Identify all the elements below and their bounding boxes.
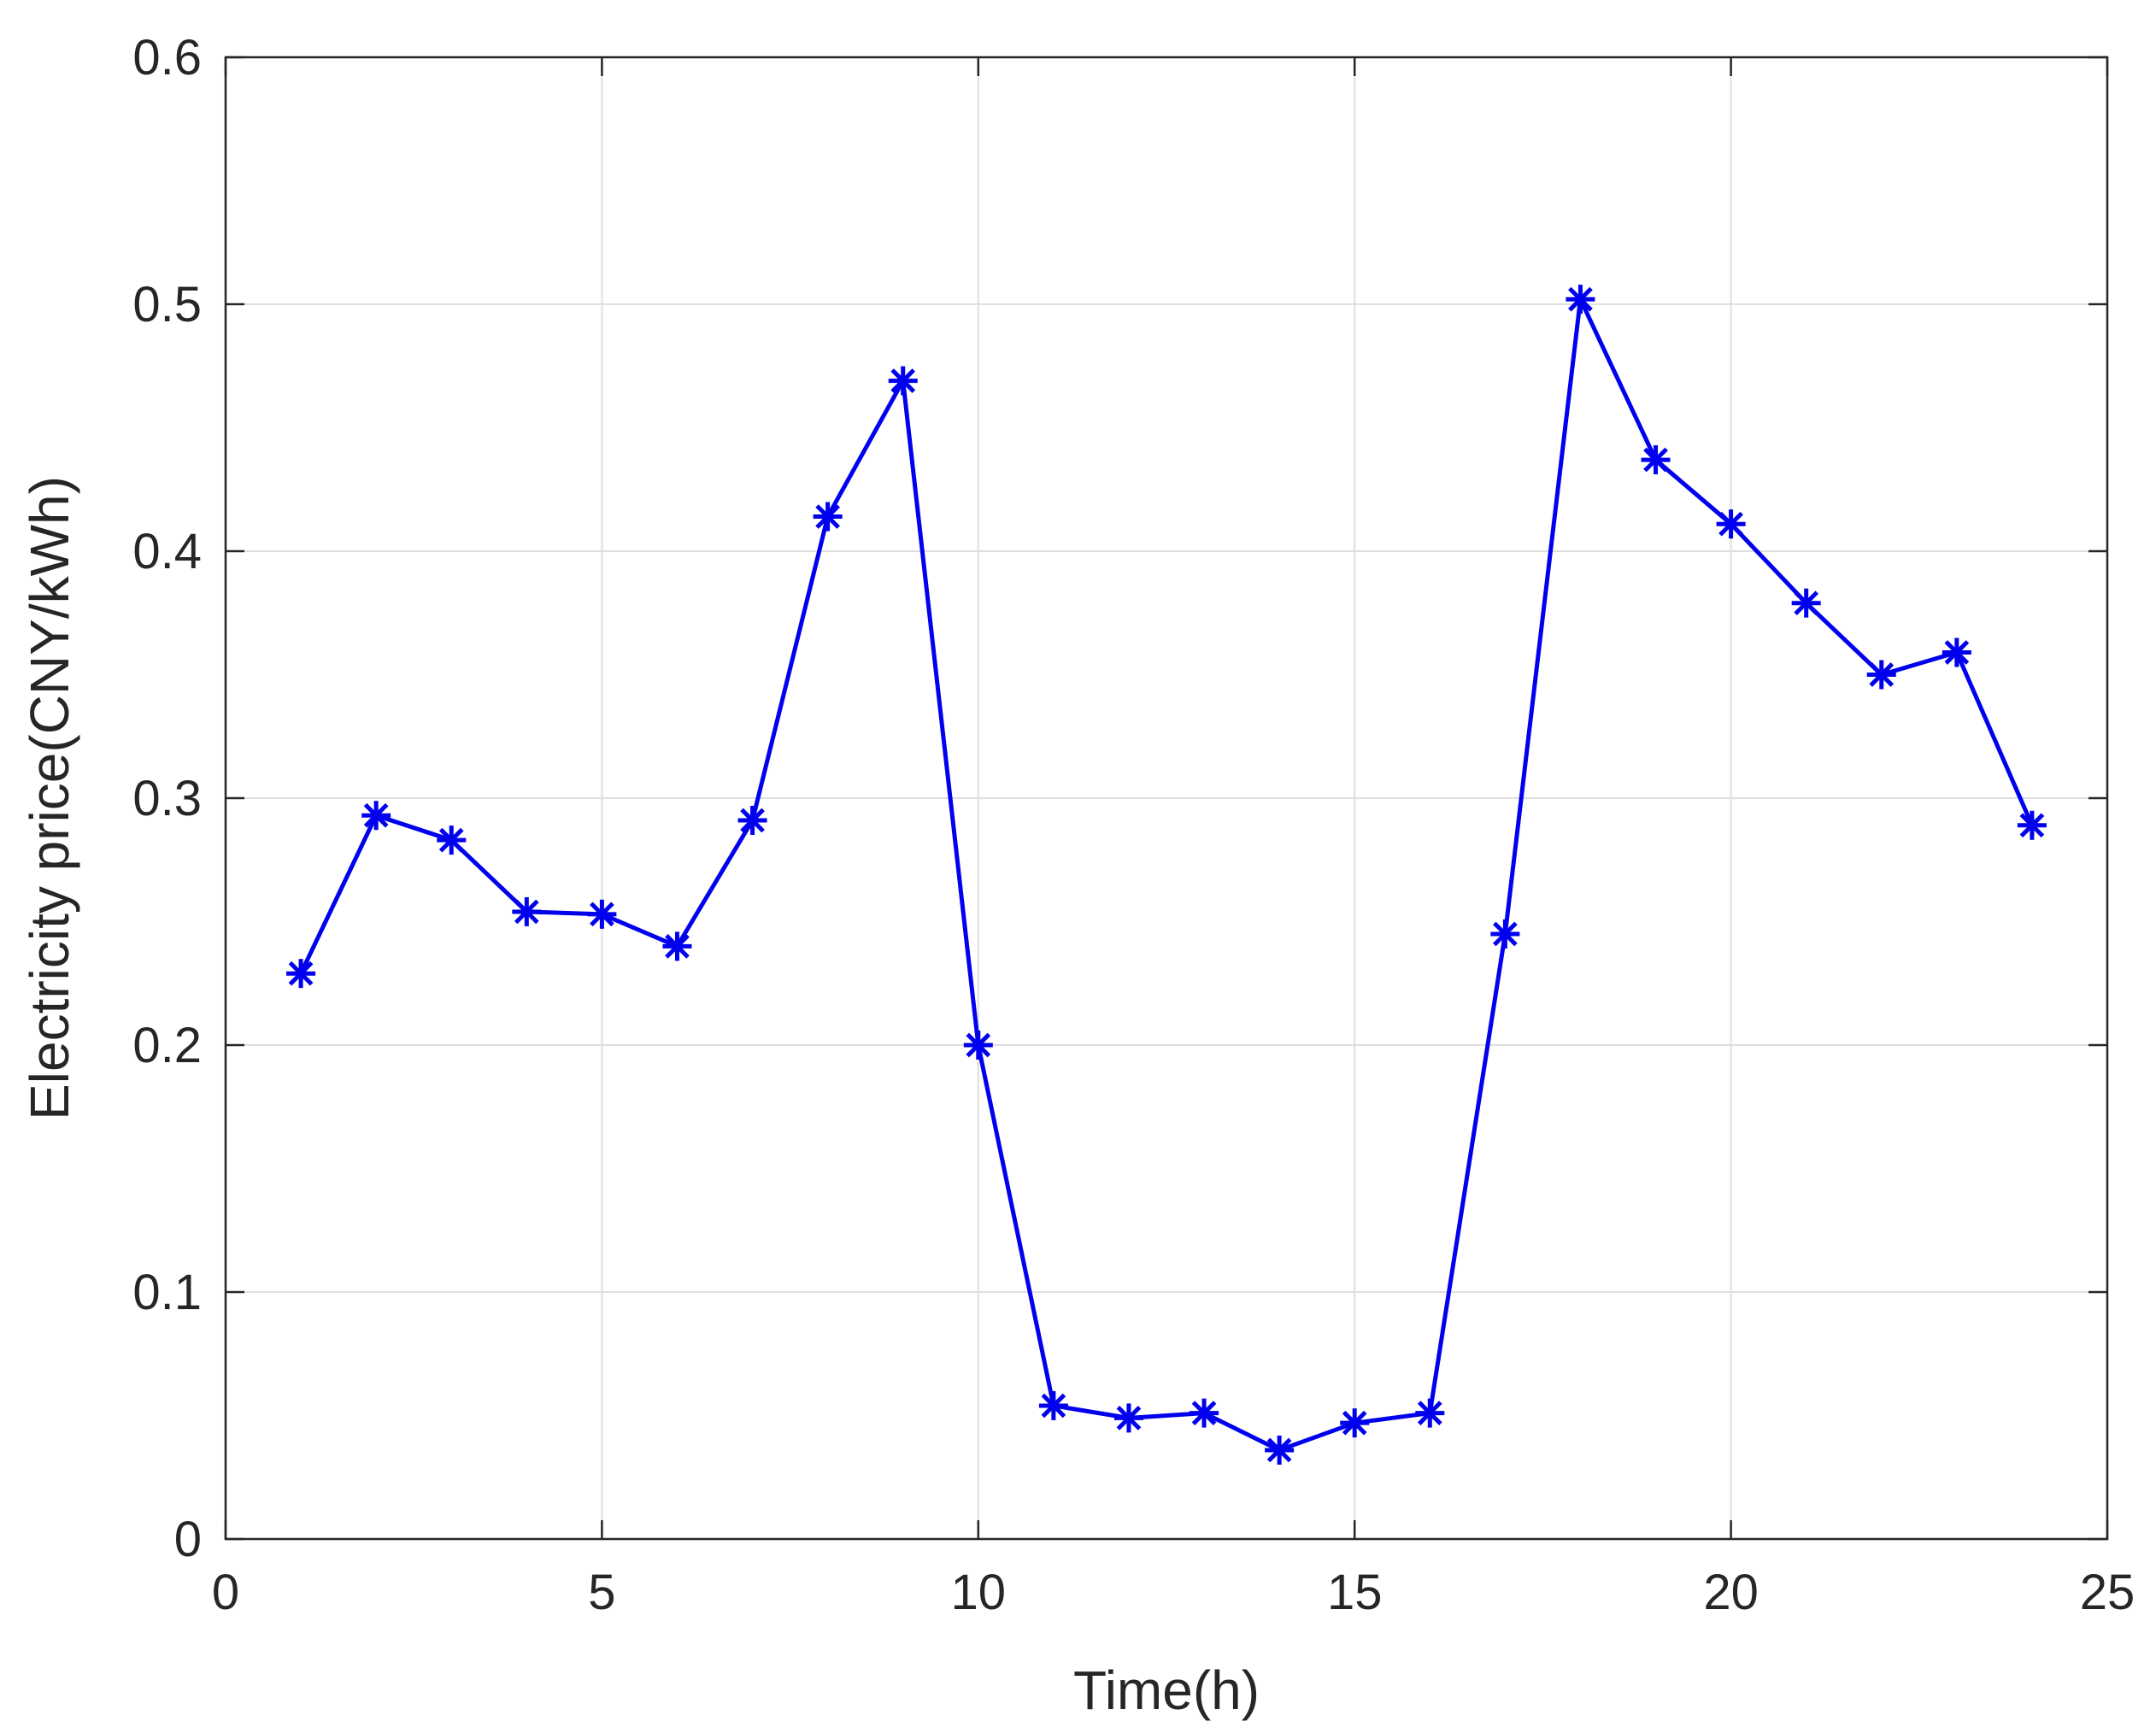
marker-stroke — [1493, 921, 1518, 947]
marker-stroke — [1116, 1406, 1142, 1430]
marker-stroke — [740, 808, 765, 833]
data-point — [1038, 1390, 1068, 1420]
y-tick-label: 0.5 — [132, 277, 202, 332]
data-point — [1641, 445, 1671, 475]
x-tick-label: 20 — [1703, 1565, 1759, 1620]
x-axis-title: Time(h) — [1073, 1660, 1260, 1721]
x-tick-label: 5 — [588, 1565, 615, 1620]
data-point — [737, 806, 767, 836]
data-point — [1265, 1435, 1295, 1465]
data-point — [813, 502, 843, 532]
data-point — [1340, 1408, 1370, 1438]
series-layer — [286, 285, 2047, 1465]
marker-stroke — [1342, 1410, 1367, 1436]
marker-stroke — [890, 368, 916, 393]
data-point — [1490, 919, 1520, 949]
data-point — [437, 825, 467, 855]
data-point — [1866, 660, 1896, 690]
tick-labels: 0 5 10 15 20 25 0 0.1 0.2 0.3 0.4 0.5 0.6 — [132, 30, 2135, 1620]
data-point — [1791, 588, 1821, 618]
y-tick-label: 0 — [174, 1512, 202, 1567]
data-point — [2017, 810, 2047, 840]
data-point — [1113, 1403, 1143, 1433]
marker-stroke — [1869, 662, 1895, 687]
marker-stroke — [1417, 1401, 1442, 1425]
marker-stroke — [1718, 511, 1743, 537]
marker-stroke — [1643, 447, 1668, 473]
marker-stroke — [363, 802, 389, 828]
marker-stroke — [1568, 286, 1593, 312]
y-tick-label: 0.1 — [132, 1265, 202, 1320]
marker-stroke — [514, 899, 539, 925]
axis-ticks — [224, 56, 2109, 1541]
x-tick-label: 10 — [951, 1565, 1007, 1620]
data-point — [286, 959, 316, 989]
marker-stroke — [438, 827, 464, 853]
x-tick-label: 0 — [212, 1565, 239, 1620]
data-point — [1190, 1398, 1219, 1428]
x-tick-label: 25 — [2080, 1565, 2135, 1620]
y-tick-label: 0.4 — [132, 524, 202, 579]
data-point — [963, 1031, 993, 1060]
marker-stroke — [2019, 813, 2045, 838]
data-point — [1716, 509, 1746, 539]
data-point — [662, 931, 692, 961]
marker-stroke — [1944, 640, 1970, 665]
data-point — [587, 899, 617, 929]
y-tick-label: 0.2 — [132, 1018, 202, 1073]
data-point — [1942, 637, 1971, 667]
y-tick-label: 0.6 — [132, 30, 202, 85]
y-axis-title: Electricity price(CNY/kWh) — [19, 476, 80, 1120]
marker-stroke — [1191, 1401, 1217, 1425]
marker-stroke — [1266, 1437, 1292, 1463]
marker-stroke — [1794, 590, 1819, 616]
grid — [226, 57, 2107, 1539]
y-tick-label: 0.3 — [132, 771, 202, 826]
marker-stroke — [590, 902, 614, 927]
data-point — [361, 801, 391, 831]
x-tick-label: 15 — [1327, 1565, 1383, 1620]
data-point — [512, 896, 542, 926]
marker-stroke — [966, 1032, 991, 1058]
data-point — [888, 366, 918, 396]
marker-stroke — [288, 960, 314, 986]
marker-stroke — [665, 934, 690, 959]
data-point — [1566, 285, 1595, 314]
data-point — [1415, 1398, 1445, 1428]
marker-stroke — [1041, 1393, 1066, 1419]
marker-stroke — [815, 504, 840, 529]
